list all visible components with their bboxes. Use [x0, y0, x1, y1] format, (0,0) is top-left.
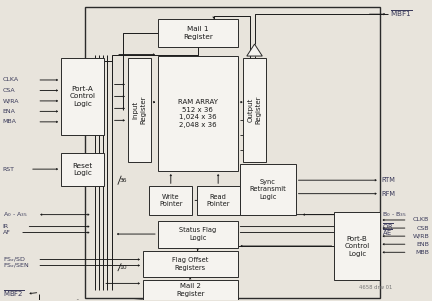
Bar [158, 19, 238, 47]
Text: MBB: MBB [415, 250, 429, 255]
Bar [240, 164, 295, 215]
Text: RAM ARRAY
512 x 36
1,024 x 36
2,048 x 36: RAM ARRAY 512 x 36 1,024 x 36 2,048 x 36 [178, 99, 218, 128]
Text: AF: AF [3, 230, 11, 235]
Bar [128, 57, 151, 162]
Bar [143, 281, 238, 300]
Polygon shape [247, 44, 262, 56]
Text: Read
Pointer: Read Pointer [206, 194, 230, 207]
Text: Input
Register: Input Register [133, 96, 146, 124]
Text: $\overline{\mathrm{AE}}$: $\overline{\mathrm{AE}}$ [382, 228, 393, 238]
Bar [243, 57, 267, 162]
Text: Mail 2
Register: Mail 2 Register [176, 284, 204, 297]
Text: Port-A
Control
Logic: Port-A Control Logic [70, 86, 95, 107]
Bar [61, 153, 104, 186]
Bar [334, 212, 380, 281]
Text: A$_0$ - A$_{35}$: A$_0$ - A$_{35}$ [3, 210, 28, 219]
Text: Reset
Logic: Reset Logic [73, 163, 92, 176]
Text: Write
Pointer: Write Pointer [159, 194, 183, 207]
Polygon shape [67, 300, 78, 301]
Text: IR: IR [3, 224, 9, 229]
Text: 10: 10 [119, 265, 127, 270]
Text: ENA: ENA [3, 109, 16, 114]
Text: Sync
Retransmit
Logic: Sync Retransmit Logic [249, 179, 286, 200]
Bar [197, 186, 240, 215]
Bar [85, 7, 380, 298]
Text: FS$_x$/SD: FS$_x$/SD [3, 255, 26, 264]
Text: Status Flag
Logic: Status Flag Logic [179, 227, 216, 241]
Text: CLKA: CLKA [3, 77, 19, 82]
Text: $\overline{\mathrm{OR}}$: $\overline{\mathrm{OR}}$ [382, 222, 394, 232]
Text: RTM: RTM [382, 177, 396, 183]
Bar [158, 56, 238, 171]
Text: FS$_x$/SEN: FS$_x$/SEN [3, 261, 29, 270]
Text: 36: 36 [119, 178, 127, 183]
Text: CSB: CSB [416, 225, 429, 231]
Text: $\overline{\mathrm{MBF2}}$: $\overline{\mathrm{MBF2}}$ [3, 289, 24, 299]
Text: CSA: CSA [3, 88, 16, 93]
Bar [149, 186, 192, 215]
Bar [143, 250, 238, 278]
Text: $\overline{\mathrm{MBF1}}$: $\overline{\mathrm{MBF1}}$ [391, 9, 413, 19]
Text: Mail 1
Register: Mail 1 Register [183, 26, 213, 40]
Text: RFM: RFM [382, 191, 396, 197]
Text: CLKB: CLKB [413, 218, 429, 222]
Text: B$_0$ - B$_{35}$: B$_0$ - B$_{35}$ [382, 210, 407, 219]
Text: W/RA: W/RA [3, 98, 19, 104]
Bar [158, 221, 238, 247]
Text: RST: RST [3, 167, 15, 172]
Bar [61, 57, 104, 135]
Text: MBA: MBA [3, 119, 17, 124]
Text: Port-B
Control
Logic: Port-B Control Logic [344, 235, 370, 256]
Text: Output
Register: Output Register [248, 96, 261, 124]
Text: Flag Offset
Registers: Flag Offset Registers [172, 257, 208, 271]
Text: ENB: ENB [416, 242, 429, 247]
Text: 4658 drw 01: 4658 drw 01 [359, 285, 392, 290]
Text: W/RB: W/RB [413, 234, 429, 239]
